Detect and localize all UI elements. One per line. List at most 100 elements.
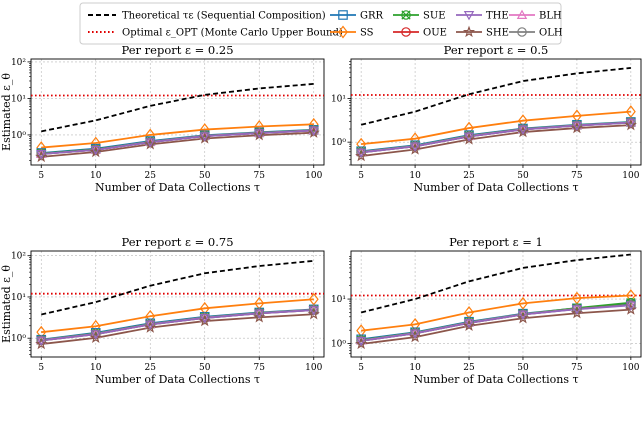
series-line-the: [41, 129, 314, 155]
point-the: [90, 145, 101, 156]
grid: [351, 251, 641, 357]
x-tick-label: 100: [305, 171, 322, 181]
x-tick-label: 75: [254, 171, 266, 181]
theoretical-line: [41, 82, 314, 133]
point-she: [253, 310, 266, 323]
point-the: [355, 336, 367, 347]
grid: [31, 251, 324, 357]
point-the: [463, 319, 475, 329]
point-the: [463, 132, 475, 142]
legend-label-ss: SS: [360, 28, 374, 39]
plot-area: [351, 67, 641, 162]
point-the: [625, 301, 637, 311]
theoretical-line: [360, 253, 631, 314]
x-tick-label: 50: [199, 363, 211, 373]
point-the: [199, 132, 210, 142]
point-the: [145, 138, 156, 148]
point-she: [624, 303, 637, 315]
legend-marker-the: [463, 11, 475, 21]
legend-marker-blh: [516, 9, 528, 19]
x-tick-label: 100: [622, 363, 639, 373]
panel-title: Per report ε = 0.25: [121, 43, 233, 57]
plot-area: [31, 82, 324, 163]
series-line-ss: [361, 294, 631, 332]
y-tick-label: 10⁰: [11, 334, 26, 344]
x-tick-label: 5: [358, 171, 364, 181]
x-tick-label: 25: [145, 171, 157, 181]
x-tick-label: 5: [38, 171, 44, 181]
y-tick-label: 10¹: [11, 94, 26, 104]
y-tick-label: 10¹: [331, 295, 346, 305]
x-tick-label: 10: [409, 363, 421, 373]
point-the: [199, 313, 210, 324]
point-the: [90, 330, 101, 340]
point-she: [35, 337, 48, 350]
panel-title: Per report ε = 0.75: [121, 235, 233, 249]
x-tick-label: 50: [517, 171, 529, 181]
x-axis-label: Number of Data Collections τ: [413, 373, 578, 386]
y-tick-label: 10⁰: [11, 131, 26, 141]
x-axis-label: Number of Data Collections τ: [95, 181, 260, 194]
axes-frame: [350, 58, 642, 166]
x-axis-label: Number of Data Collections τ: [95, 373, 260, 386]
legend-frame: [79, 2, 562, 45]
y-tick-label: 10²: [11, 252, 26, 262]
y-axis-label: Estimated ε_θ: [0, 73, 13, 151]
series-line-the: [361, 304, 631, 342]
point-the: [571, 121, 583, 131]
panels: Per report ε = 0.25 5 10 25 50 75 100 Number of…: [0, 43, 642, 386]
theoretical-line: [360, 67, 631, 126]
panel-title: Per report ε = 0.5: [444, 43, 549, 57]
legend-marker-olh: [517, 27, 527, 37]
point-the: [625, 118, 637, 129]
panel-2: Per report ε = 0.5 5 10 25 50 75 100 Number of …: [331, 43, 642, 194]
legend-label-sue: SUE: [423, 11, 446, 22]
y-tick-label: 10²: [11, 58, 26, 68]
point-the: [308, 126, 319, 136]
x-tick-label: 100: [305, 363, 322, 373]
point-she: [89, 331, 102, 344]
plot-area: [31, 259, 324, 350]
series-line-she: [361, 308, 631, 345]
panel-4: Per report ε = 1 5 10 25 50 75 100 Number of Da…: [331, 235, 642, 386]
axes-frame: [30, 58, 325, 166]
x-tick-label: 10: [90, 363, 102, 373]
y-tick-label: 10¹: [331, 94, 346, 104]
point-the: [36, 150, 47, 160]
axes-frame: [30, 250, 325, 358]
legend-marker-sue-ring: [401, 10, 411, 20]
legend-label-the: THE: [486, 11, 509, 22]
x-tick-label: 100: [622, 171, 639, 181]
x-tick-label: 10: [409, 171, 421, 181]
x-tick-label: 50: [517, 363, 529, 373]
point-the: [254, 129, 265, 139]
point-the: [409, 142, 421, 152]
point-the: [355, 148, 367, 158]
series-line-ss: [41, 123, 314, 149]
x-tick-label: 25: [463, 171, 475, 181]
point-she: [409, 330, 422, 343]
legend-marker-she: [462, 25, 476, 38]
point-she: [516, 311, 530, 324]
x-axis-label: Number of Data Collections τ: [413, 181, 578, 194]
point-the: [254, 309, 265, 319]
point-she: [570, 306, 583, 319]
theoretical-line: [41, 259, 314, 316]
series-line-she: [41, 131, 314, 158]
legend-label-she: SHE: [486, 28, 509, 39]
series-line-she: [41, 313, 314, 345]
legend-label-blh: BLH: [539, 11, 562, 22]
point-she: [307, 307, 320, 320]
x-tick-label: 75: [254, 363, 266, 373]
point-the: [145, 320, 156, 330]
series-line-the: [361, 121, 631, 154]
grid: [31, 59, 324, 165]
point-the: [517, 310, 529, 320]
point-the: [571, 305, 583, 315]
y-tick-label: 10⁰: [331, 138, 346, 148]
point-the: [409, 329, 421, 339]
legend-marker-grr: [338, 10, 348, 20]
point-the: [517, 125, 529, 135]
legend-label-olh: OLH: [539, 28, 563, 39]
